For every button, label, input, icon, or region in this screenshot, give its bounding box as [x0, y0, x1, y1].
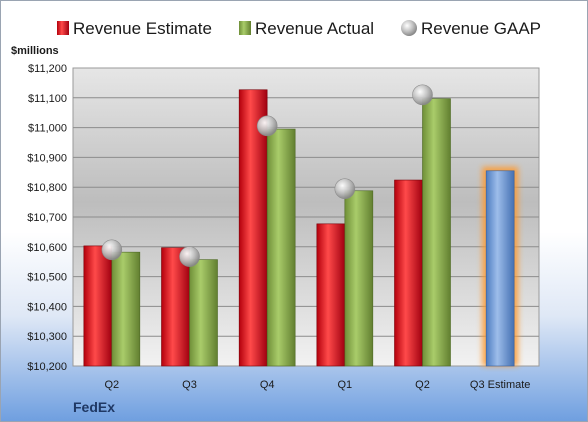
legend-swatch-estimate: [57, 21, 69, 35]
y-tick-label: $10,700: [27, 212, 67, 224]
x-tick-label: Q2: [415, 379, 430, 391]
x-tick-label: Q4: [260, 379, 275, 391]
legend: Revenue Estimate Revenue Actual Revenue …: [57, 19, 541, 38]
x-tick-label: Q3: [182, 379, 197, 391]
bar-revenue-estimate: [394, 179, 423, 367]
y-tick-label: $10,200: [27, 361, 67, 373]
legend-swatch-actual: [239, 21, 251, 35]
marker-revenue-gaap: [412, 84, 433, 106]
grid-lines: [73, 97, 539, 337]
legend-label-estimate: Revenue Estimate: [73, 19, 212, 38]
y-axis: $10,200 $10,300 $10,400 $10,500 $10,600 $10,7…: [27, 63, 67, 373]
unit-label: $millions: [11, 45, 59, 57]
marker-revenue-gaap: [101, 239, 123, 261]
y-tick-label: $11,100: [28, 93, 67, 105]
y-tick-label: $10,300: [27, 331, 67, 343]
y-tick-label: $10,400: [27, 301, 67, 313]
bar-revenue-actual: [422, 98, 451, 367]
x-tick-label: Q1: [337, 379, 352, 391]
bar-revenue-actual: [266, 128, 296, 367]
gaap-markers: [101, 84, 433, 267]
x-axis: Q2 Q3 Q4 Q1 Q2 Q3 Estimate: [104, 379, 530, 391]
bar-revenue-actual: [189, 259, 218, 367]
legend-label-actual: Revenue Actual: [255, 19, 374, 38]
bar-revenue-actual: [111, 251, 141, 367]
bar-revenue-estimate: [161, 247, 190, 367]
x-tick-label: Q3 Estimate: [470, 379, 531, 391]
company-name: FedEx: [73, 399, 116, 415]
marker-revenue-gaap: [179, 246, 200, 267]
legend-swatch-gaap: [401, 20, 417, 36]
y-tick-label: $10,500: [27, 272, 67, 284]
bar-revenue-actual: [344, 190, 374, 367]
y-tick-label: $11,000: [28, 123, 67, 135]
bar-revenue-estimate: [83, 245, 113, 367]
bars: [83, 89, 519, 367]
y-tick-label: $10,800: [27, 182, 67, 194]
y-tick-label: $10,600: [27, 242, 67, 254]
bar-revenue-estimate: [316, 223, 346, 367]
legend-label-gaap: Revenue GAAP: [421, 19, 541, 38]
marker-revenue-gaap: [256, 115, 278, 137]
bar-revenue-estimate: [238, 89, 268, 367]
y-tick-label: $11,200: [28, 63, 67, 75]
y-tick-label: $10,900: [27, 152, 67, 164]
marker-revenue-gaap: [334, 178, 356, 199]
bar-revenue-estimate-forecast: [485, 170, 515, 367]
x-tick-label: Q2: [104, 379, 119, 391]
